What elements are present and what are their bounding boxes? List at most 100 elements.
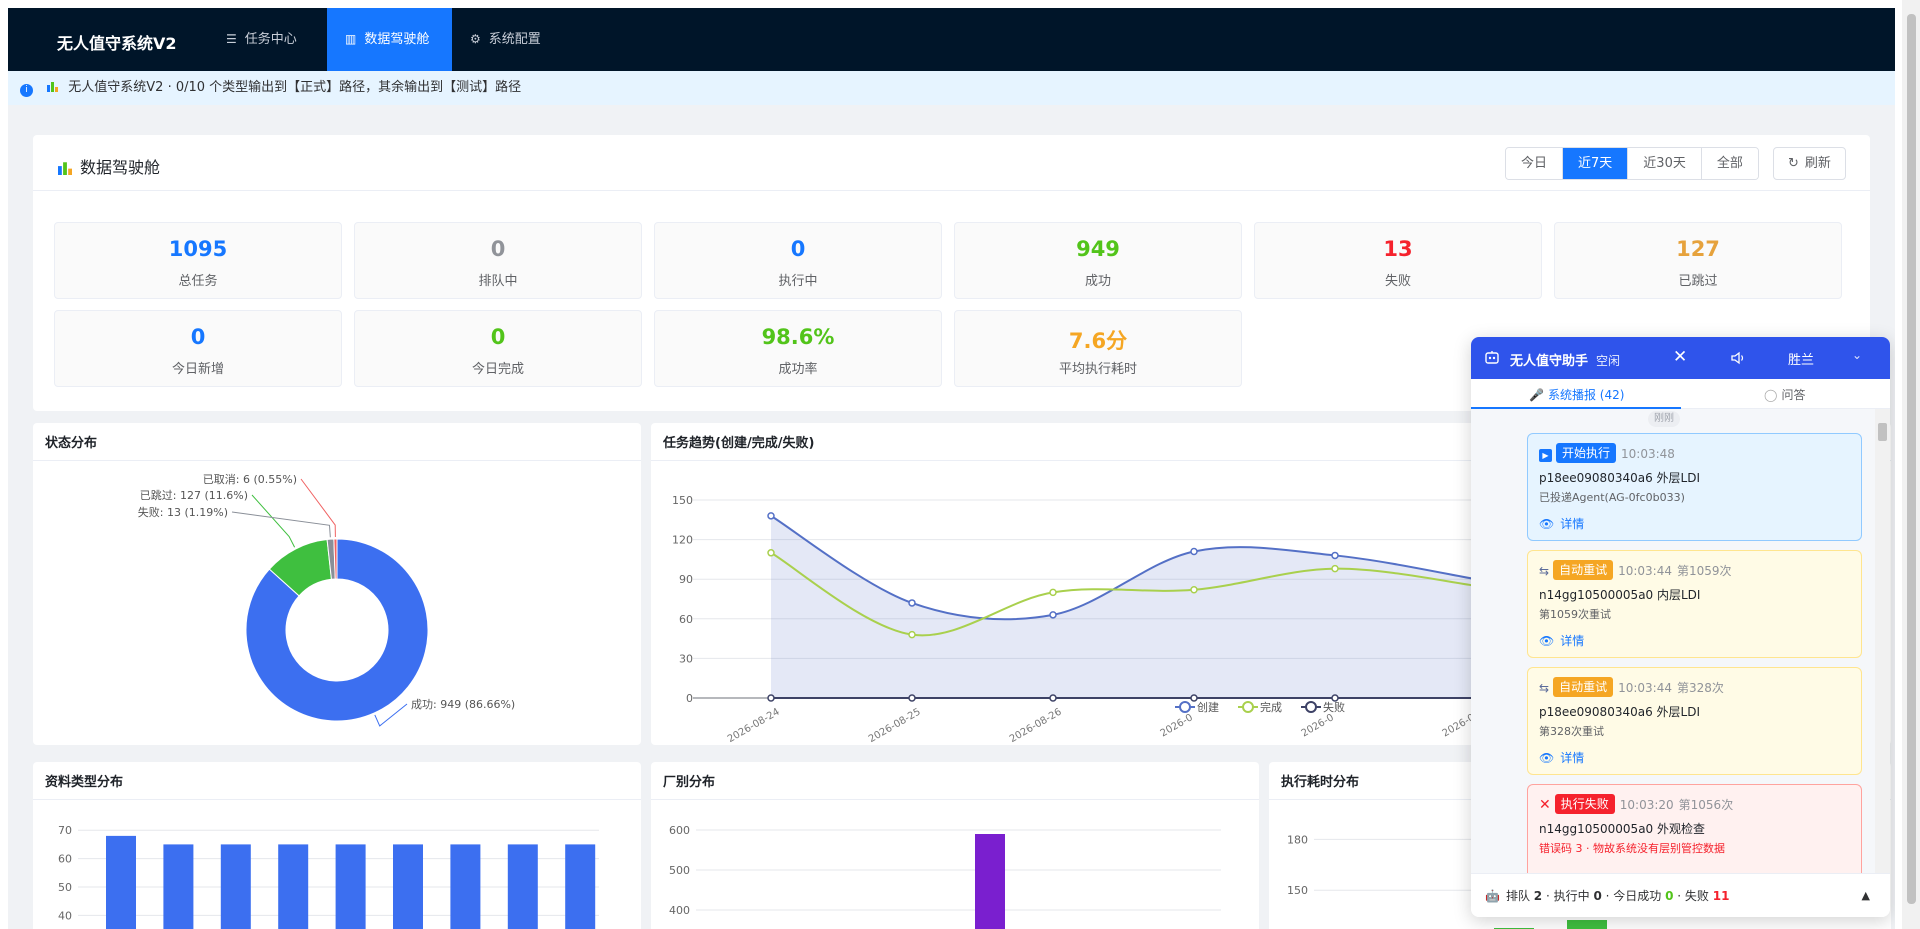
range-all-button[interactable]: 全部 (1700, 148, 1758, 179)
active-tab-indicator (1471, 407, 1681, 409)
divider (33, 190, 1870, 191)
brand-title: 无人值守系统V2 (57, 34, 177, 53)
message-subtitle: 第1059次重试 (1539, 608, 1611, 621)
message-title: n14gg10500005a0 外观检查 (1539, 822, 1705, 836)
leader-line (300, 478, 336, 538)
message-header: ⇆ 自动重试 10:03:44 第328次 (1539, 677, 1850, 699)
tab-label: 问答 (1781, 388, 1806, 402)
bar (1567, 920, 1607, 929)
y-tick-label: 150 (672, 494, 693, 507)
stat-avg-duration: 7.6分 平均执行耗时 (954, 310, 1242, 387)
message-header: ✕ 执行失败 10:03:20 第1056次 (1539, 794, 1850, 816)
scrollbar-thumb[interactable] (1907, 14, 1916, 904)
tab-broadcast[interactable]: 🎤 系统播报 (42) (1529, 386, 1624, 403)
gear-icon: ⚙ (470, 32, 481, 46)
x-tick-label: 2026-0 (1441, 712, 1471, 739)
queue-label: 排队 (1505, 889, 1530, 903)
data-point (1331, 564, 1339, 573)
close-icon[interactable]: ✕ (1673, 347, 1688, 367)
series-line (770, 551, 1471, 637)
status-distribution-panel: 状态分布 成功: 949 (86.66%) 已跳过: 127 (11.6%) 失败:… (33, 423, 641, 745)
retry-icon: ⇆ (1539, 681, 1550, 695)
leader-line (251, 494, 296, 548)
y-tick-label: 70 (58, 824, 72, 837)
page-scrollbar[interactable] (1902, 0, 1920, 929)
stat-label: 成功率 (778, 362, 818, 377)
speaker-icon[interactable] (1730, 351, 1746, 365)
list-icon: ☰ (226, 32, 237, 46)
nav-item-system-config[interactable]: ⚙ 系统配置 (452, 8, 559, 71)
detail-link[interactable]: 👁 详情 (1539, 632, 1850, 649)
data-point (1049, 611, 1057, 619)
legend-label: 失败 (1323, 700, 1345, 714)
stat-today-new: 0 今日新增 (54, 310, 342, 387)
scrollbar-thumb[interactable] (1878, 423, 1887, 441)
x-tick-label: 2026-0 (1159, 712, 1195, 739)
y-tick-label: 500 (669, 864, 690, 877)
message-header: ▶ 开始执行 10:03:48 (1539, 443, 1850, 465)
message-time: 10:03:44 (1618, 681, 1672, 695)
robot-icon: 🤖 (1485, 889, 1500, 903)
tab-label: 系统播报 (42) (1547, 388, 1625, 402)
bar (106, 835, 136, 929)
detail-label: 详情 (1560, 634, 1585, 648)
retry-count: 第1056次 (1678, 798, 1734, 812)
panel-title: 状态分布 (45, 436, 98, 451)
detail-link[interactable]: 👁 详情 (1539, 515, 1850, 532)
range-7days-button[interactable]: 近7天 (1562, 148, 1628, 179)
data-point (1190, 547, 1198, 556)
y-tick-label: 0 (686, 692, 693, 705)
message-card: ⇆ 自动重试 10:03:44 第328次 p18ee09080340a6 外层LDI… (1527, 667, 1862, 775)
stat-value: 0 (790, 237, 806, 261)
data-point (767, 694, 775, 702)
y-tick-label: 400 (669, 904, 690, 917)
stat-value: 0 (490, 237, 506, 261)
tab-qa[interactable]: ◯ 问答 (1764, 386, 1805, 403)
stat-label: 总任务 (178, 274, 218, 289)
range-30days-button[interactable]: 近30天 (1627, 148, 1701, 179)
message-scrollbar[interactable] (1875, 409, 1890, 873)
detail-link[interactable]: 👁 详情 (1539, 749, 1850, 766)
pie-label: 成功: 949 (86.66%) (411, 698, 515, 711)
nav-item-task-center[interactable]: ☰ 任务中心 (208, 8, 315, 71)
broadcast-message-list[interactable]: 刚刚 ▶ 开始执行 10:03:48 p18ee09080340a6 外层LDI 已… (1471, 409, 1890, 873)
x-tick-label: 2026-08-26 (1008, 707, 1064, 745)
assistant-status: 空闲 (1596, 354, 1621, 368)
divider (651, 460, 1891, 461)
eye-icon: 👁 (1539, 634, 1555, 648)
range-today-button[interactable]: 今日 (1506, 148, 1563, 179)
legend-label: 完成 (1260, 700, 1282, 714)
eye-icon: 👁 (1539, 517, 1555, 531)
voice-select[interactable]: 胜兰 (1788, 349, 1814, 368)
stat-value: 1095 (168, 237, 228, 261)
stat-skipped: 127 已跳过 (1554, 222, 1842, 299)
area-created (771, 515, 1471, 698)
top-nav: 无人值守系统V2 ☰ 任务中心 ▥ 数据驾驶舱 ⚙ 系统配置 (8, 8, 1895, 71)
data-point (1049, 588, 1057, 597)
divider (33, 460, 641, 461)
message-card: ⇆ 自动重试 10:03:44 第1059次 n14gg10500005a0 内层LD… (1527, 550, 1862, 658)
running-count: 0 (1593, 889, 1602, 903)
stat-value: 13 (1383, 237, 1413, 261)
assistant-panel: 无人值守助手 空闲 ✕ 胜兰 ⌄ 🎤 系统播报 (42) ◯ 问答 刚刚 ▶ 开始执行 1… (1471, 337, 1890, 917)
stat-label: 平均执行耗时 (1058, 362, 1137, 377)
data-point (908, 630, 916, 639)
refresh-button[interactable]: ↻ 刷新 (1773, 147, 1846, 180)
error-icon: ✕ (1539, 797, 1551, 813)
data-point (1331, 694, 1339, 702)
stat-queued: 0 排队中 (354, 222, 642, 299)
today-success-count: 0 (1665, 889, 1674, 903)
message-subtitle: 第328次重试 (1539, 725, 1604, 738)
data-point (1190, 586, 1198, 594)
collapse-icon[interactable]: ▲ (1861, 889, 1870, 902)
pie-label: 已跳过: 127 (11.6%) (140, 488, 248, 502)
factory-distribution-panel: 厂别分布 300400500600 (651, 762, 1259, 929)
nav-item-data-cockpit[interactable]: ▥ 数据驾驶舱 (327, 8, 452, 71)
chevron-down-icon[interactable]: ⌄ (1852, 348, 1863, 362)
stat-label: 今日新增 (171, 362, 224, 377)
bar (565, 844, 596, 929)
today-success-label: 今日成功 (1613, 889, 1662, 903)
notice-text: 无人值守系统V2 · 0/10 个类型输出到【正式】路径，其余输出到【测试】路径 (68, 80, 522, 95)
stat-success-rate: 98.6% 成功率 (654, 310, 942, 387)
assistant-header[interactable]: 无人值守助手 空闲 ✕ 胜兰 ⌄ (1471, 337, 1890, 379)
